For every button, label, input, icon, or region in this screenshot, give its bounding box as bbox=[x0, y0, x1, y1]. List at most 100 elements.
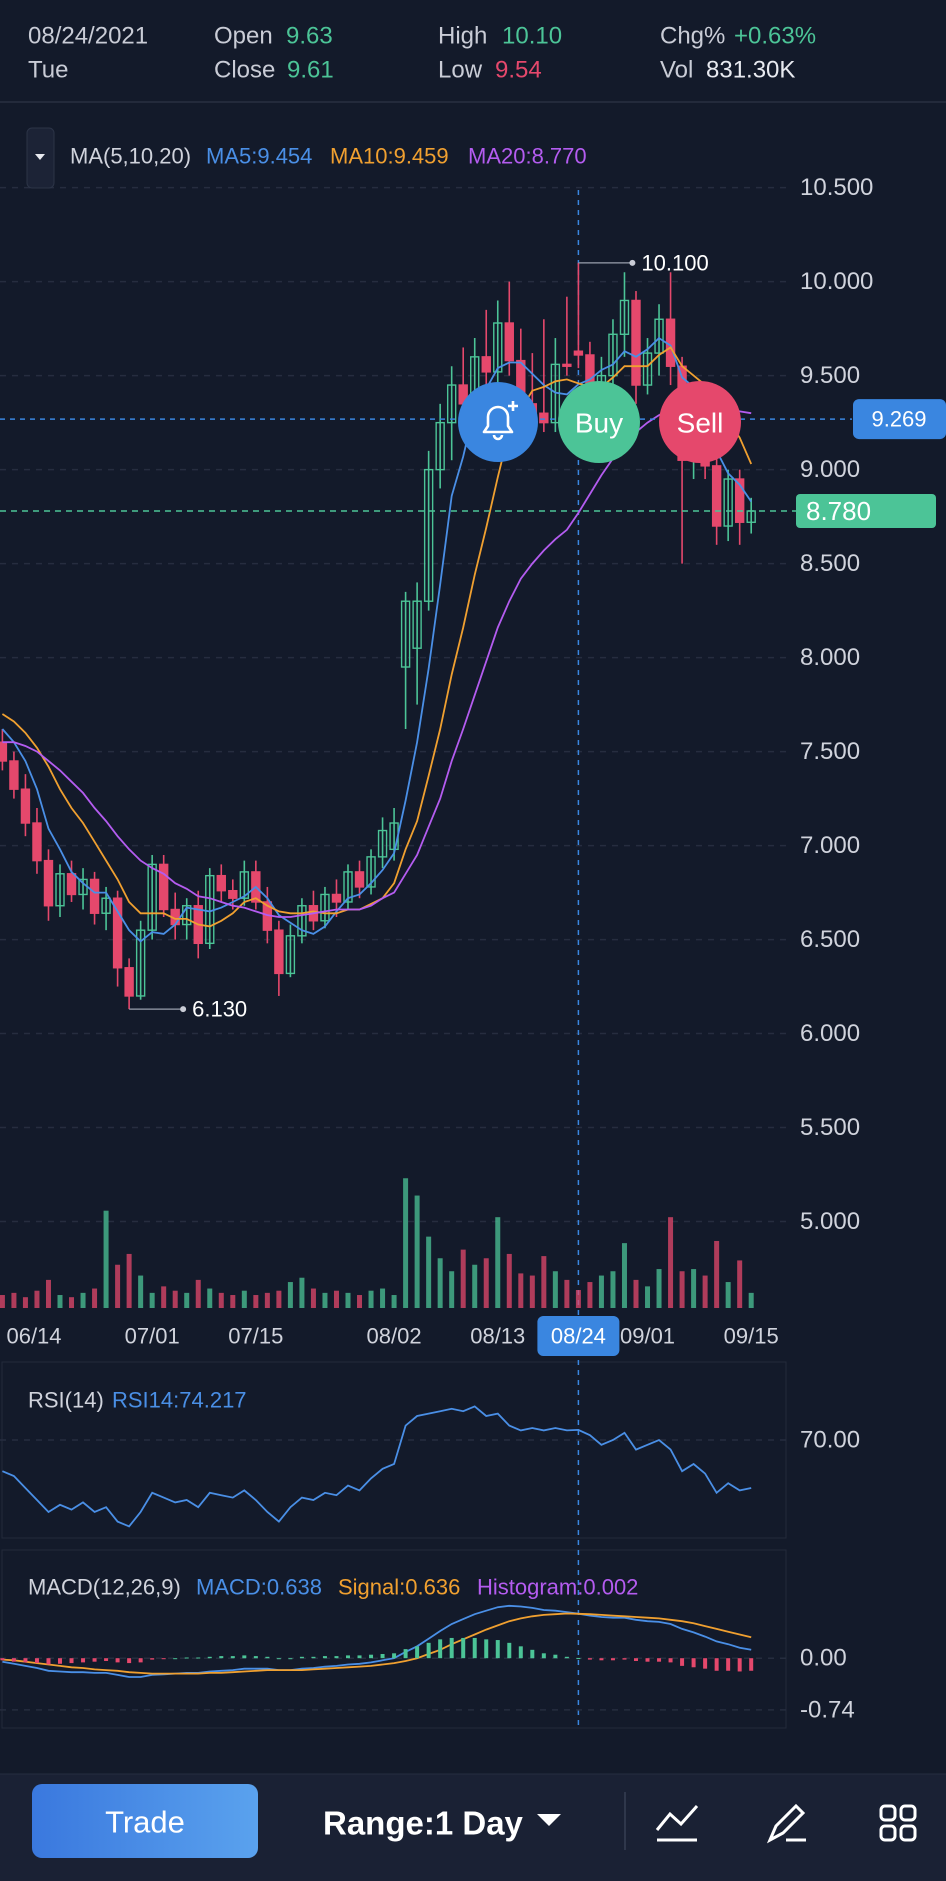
histogram-bar bbox=[23, 1658, 28, 1663]
grid-layer bbox=[0, 186, 786, 1728]
volume-bar bbox=[218, 1292, 224, 1308]
volume-bar bbox=[610, 1271, 616, 1308]
annotation-dot bbox=[629, 259, 636, 266]
draw-icon-pen bbox=[766, 1803, 806, 1844]
candle-body bbox=[239, 871, 250, 899]
volume-bar bbox=[69, 1297, 75, 1308]
volume-bar bbox=[126, 1253, 132, 1308]
alert-button[interactable] bbox=[458, 382, 538, 462]
histogram-bar bbox=[415, 1646, 420, 1659]
candle-body bbox=[274, 929, 284, 975]
histogram-bar bbox=[726, 1658, 731, 1671]
histogram-bar bbox=[346, 1655, 350, 1659]
candle-body bbox=[135, 929, 146, 997]
legend-entry: Histogram:0.002 bbox=[477, 1575, 638, 1600]
histogram-bar bbox=[634, 1658, 638, 1661]
candle-body bbox=[285, 935, 296, 975]
volume-bar bbox=[92, 1288, 98, 1308]
y-tick-label: 10.000 bbox=[800, 268, 873, 295]
ma-dropdown[interactable] bbox=[26, 127, 55, 189]
histogram-bar bbox=[150, 1658, 155, 1660]
volume-bar bbox=[11, 1292, 17, 1308]
histogram-bar bbox=[622, 1658, 627, 1660]
volume-bar bbox=[368, 1290, 374, 1308]
volume-bar bbox=[80, 1292, 86, 1308]
high-value: 10.10 bbox=[502, 23, 562, 50]
histogram-bar bbox=[691, 1658, 696, 1668]
quote-header: 08/24/2021 Tue Open 9.63 Close 9.61 High… bbox=[28, 23, 816, 84]
trade-action-label[interactable]: Buy bbox=[575, 408, 623, 439]
candle-body bbox=[101, 897, 111, 914]
y-tick-label: 70.00 bbox=[800, 1427, 860, 1454]
volume-bar bbox=[748, 1292, 754, 1308]
trade-button[interactable]: Trade bbox=[32, 1784, 258, 1858]
legend-entry: Signal:0.636 bbox=[338, 1575, 460, 1600]
histogram-bar bbox=[564, 1656, 569, 1659]
trade-action-bg[interactable] bbox=[659, 381, 741, 463]
trade-button-bg[interactable] bbox=[32, 1784, 258, 1858]
candle-body bbox=[32, 822, 42, 862]
low-label: Low bbox=[438, 57, 483, 84]
volume-bar bbox=[34, 1290, 40, 1308]
histogram-bar bbox=[438, 1639, 443, 1659]
volume-bar bbox=[264, 1292, 270, 1308]
trade-action-button[interactable]: Sell bbox=[659, 381, 741, 463]
range-label[interactable]: Range:1 Day bbox=[323, 1805, 524, 1842]
candle-body bbox=[9, 760, 19, 790]
volume-bar bbox=[230, 1295, 236, 1308]
macd-line bbox=[2, 1612, 752, 1675]
crosshair-y-label: 9.269 bbox=[871, 407, 926, 432]
volume-bar bbox=[449, 1271, 455, 1308]
trade-button-label[interactable]: Trade bbox=[105, 1805, 185, 1840]
trade-action-bg[interactable] bbox=[558, 381, 640, 463]
bell-plus bbox=[508, 401, 518, 411]
annotation-label: 10.100 bbox=[641, 250, 708, 275]
candle-body bbox=[400, 600, 411, 668]
candle-body bbox=[124, 967, 134, 997]
volume-bar bbox=[472, 1264, 478, 1308]
volume-bar bbox=[552, 1271, 558, 1308]
trade-action-label[interactable]: Sell bbox=[677, 408, 724, 439]
volume-bar bbox=[437, 1258, 443, 1308]
trade-action-button[interactable]: Buy bbox=[558, 381, 640, 463]
histogram-bar bbox=[81, 1658, 86, 1663]
volume-bar bbox=[541, 1256, 547, 1308]
candle-body bbox=[0, 741, 8, 762]
alert-button-bg[interactable] bbox=[458, 382, 538, 462]
volume-bar bbox=[518, 1273, 524, 1308]
histogram-bar bbox=[472, 1637, 477, 1659]
chg-label: Chg% bbox=[660, 23, 725, 50]
last-price-label: 8.780 bbox=[806, 496, 871, 526]
candle-body bbox=[539, 412, 549, 424]
range-selector[interactable]: Range:1 Day bbox=[323, 1805, 561, 1842]
histogram-bar bbox=[34, 1658, 39, 1664]
histogram-bar bbox=[173, 1658, 178, 1660]
volume-bar bbox=[483, 1258, 489, 1308]
histogram-bar bbox=[104, 1658, 109, 1661]
x-tick-label: 06/14 bbox=[6, 1324, 61, 1349]
x-tick-label: 09/15 bbox=[724, 1324, 779, 1349]
histogram-bar bbox=[484, 1639, 489, 1659]
histogram-bar bbox=[645, 1658, 650, 1662]
volume-bar bbox=[333, 1290, 339, 1308]
indicator-button[interactable] bbox=[655, 1805, 699, 1842]
candle-body bbox=[89, 878, 100, 914]
vol-value: 831.30K bbox=[706, 57, 795, 84]
layout-button[interactable] bbox=[879, 1804, 917, 1842]
histogram-bar bbox=[680, 1658, 685, 1666]
bell-icon bbox=[482, 405, 514, 441]
histogram-bar bbox=[495, 1640, 500, 1659]
histogram-bar bbox=[276, 1658, 281, 1660]
legend-entry: MA10:9.459 bbox=[330, 144, 449, 169]
candle-body bbox=[573, 350, 584, 356]
layout-icon-cell bbox=[899, 1824, 917, 1842]
volume-bar bbox=[702, 1275, 708, 1308]
y-tick-label: 5.000 bbox=[800, 1208, 860, 1235]
ma-line bbox=[1, 336, 752, 943]
volume-bar bbox=[103, 1210, 109, 1308]
histogram-bar bbox=[541, 1653, 546, 1659]
draw-button[interactable] bbox=[766, 1803, 806, 1844]
histogram-bar bbox=[265, 1656, 270, 1659]
candle-body bbox=[723, 478, 733, 527]
